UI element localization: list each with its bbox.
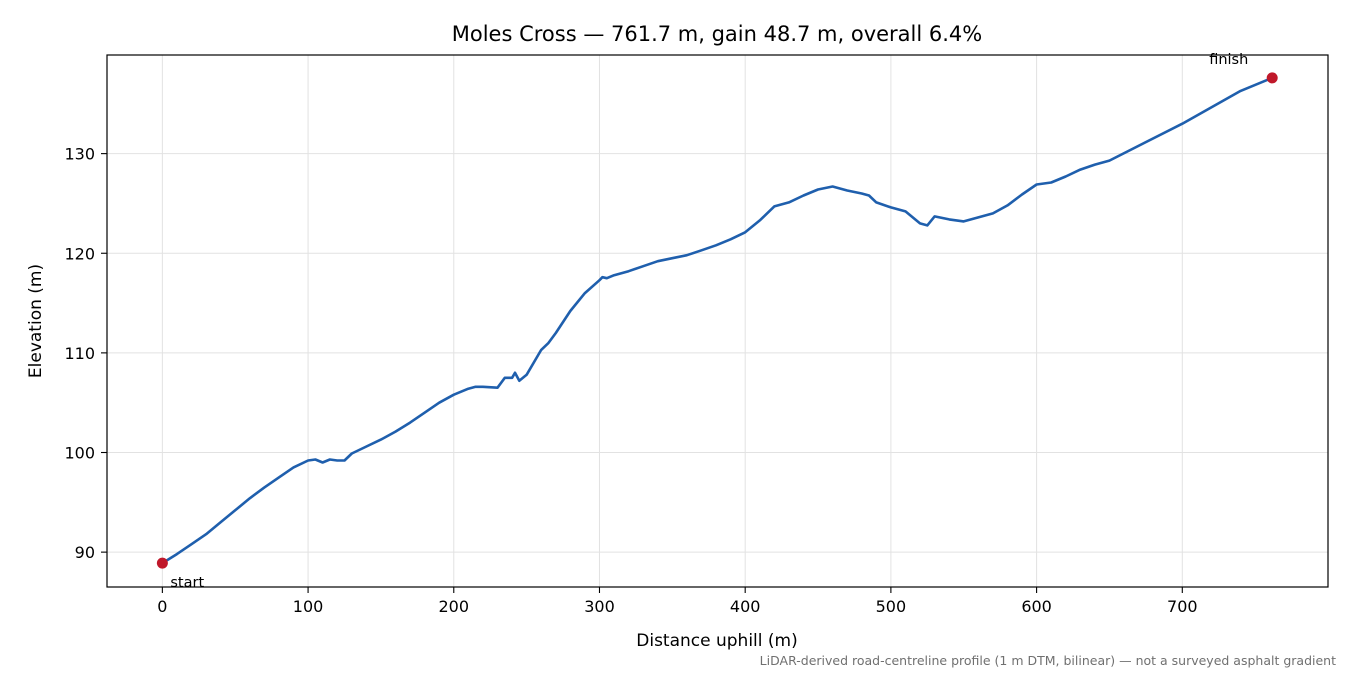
y-tick-label: 110 xyxy=(64,344,95,363)
elevation-line xyxy=(161,76,1274,565)
x-tick-label: 100 xyxy=(293,597,324,616)
y-axis-label: Elevation (m) xyxy=(26,264,46,378)
plot-frame xyxy=(106,54,1329,588)
x-tick-label: 200 xyxy=(439,597,470,616)
start-marker xyxy=(156,557,168,569)
finish-marker xyxy=(1266,72,1278,84)
x-tick-label: 0 xyxy=(157,597,167,616)
start-annotation: start xyxy=(170,575,204,591)
x-tick-label: 500 xyxy=(876,597,907,616)
x-gridlines xyxy=(161,55,1183,587)
footnote: LiDAR-derived road-centreline profile (1… xyxy=(760,653,1336,668)
chart-title: Moles Cross — 761.7 m, gain 48.7 m, over… xyxy=(452,22,983,46)
y-tick-label: 100 xyxy=(64,444,95,463)
x-tick-label: 700 xyxy=(1167,597,1198,616)
x-tick-label: 600 xyxy=(1021,597,1052,616)
x-axis-ticks: 0 100 200 300 400 500 600 700 xyxy=(157,587,1198,616)
x-tick-label: 400 xyxy=(730,597,761,616)
x-axis-label: Distance uphill (m) xyxy=(636,631,797,651)
y-tick-label: 90 xyxy=(75,543,95,562)
y-axis-ticks: 90 100 110 120 130 xyxy=(64,145,107,562)
y-tick-label: 130 xyxy=(64,145,95,164)
x-tick-label: 300 xyxy=(584,597,615,616)
y-tick-label: 120 xyxy=(64,244,95,263)
finish-annotation: finish xyxy=(1209,52,1248,68)
